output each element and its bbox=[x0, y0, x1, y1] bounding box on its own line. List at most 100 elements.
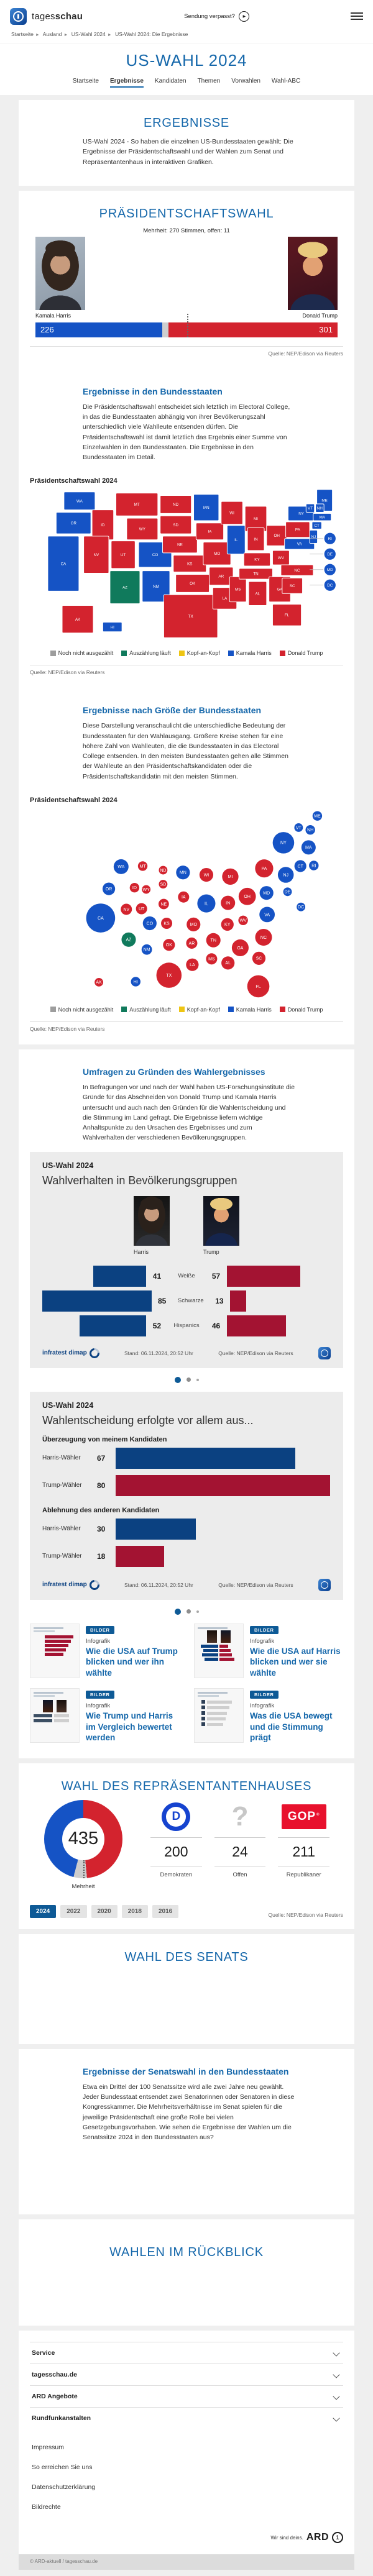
play-icon[interactable] bbox=[238, 11, 249, 22]
teaser-title[interactable]: Wie die USA auf Trump blicken und wer ih… bbox=[86, 1646, 178, 1678]
svg-text:NJ: NJ bbox=[283, 873, 288, 877]
chevron-down-icon bbox=[333, 2414, 340, 2423]
svg-text:WY: WY bbox=[143, 888, 150, 892]
teaser-kind: Infografik bbox=[86, 1702, 111, 1710]
teaser-title[interactable]: Was die USA bewegt und die Stimmung präg… bbox=[250, 1711, 333, 1743]
tab-themen[interactable]: Themen bbox=[197, 78, 221, 84]
page-title: US-WAHL 2024 bbox=[126, 51, 247, 70]
svg-text:AL: AL bbox=[256, 592, 260, 596]
footer-link-impressum[interactable]: Impressum bbox=[32, 2444, 64, 2452]
svg-text:DE: DE bbox=[285, 890, 291, 895]
svg-text:CA: CA bbox=[98, 916, 104, 921]
breadcrumb: Startseite ► Ausland ► US-Wahl 2024 ► US-Wa… bbox=[10, 27, 363, 43]
footer-accordion-rundfunkanstalten[interactable]: Rundfunkanstalten bbox=[30, 2407, 343, 2429]
tagesschau-logo[interactable]: tagesschau bbox=[10, 7, 83, 25]
majority-270-marker bbox=[186, 313, 188, 337]
carousel-dot[interactable] bbox=[186, 1609, 191, 1614]
legend-swatch-counting bbox=[121, 650, 127, 656]
candidates-row: Kamala Harris Donald Trump bbox=[35, 236, 338, 319]
reason-group-label: Überzeugung von meinem Kandidaten bbox=[42, 1435, 167, 1443]
footer-link-datenschutz[interactable]: Datenschutzerklärung bbox=[32, 2483, 96, 2492]
svg-text:LA: LA bbox=[190, 963, 195, 967]
carousel-dots[interactable] bbox=[19, 1376, 354, 1383]
democrats-label: Demokraten bbox=[160, 1871, 193, 1878]
svg-text:MN: MN bbox=[180, 871, 186, 875]
trump-ev-segment: 301 bbox=[168, 322, 338, 337]
teaser-thumbnail[interactable] bbox=[194, 1623, 244, 1678]
teaser-title[interactable]: Wie Trump und Harris im Vergleich bewert… bbox=[86, 1711, 173, 1743]
card-senat: WAHL DES SENATS bbox=[19, 1934, 354, 2044]
teaser-item[interactable]: BILDER Infografik Wie Trump und Harris i… bbox=[30, 1688, 179, 1743]
trump-ev-count: 301 bbox=[319, 324, 333, 334]
teaser-thumbnail[interactable] bbox=[30, 1688, 80, 1743]
tab-ergebnisse[interactable]: Ergebnisse bbox=[110, 78, 144, 88]
svg-text:TX: TX bbox=[166, 974, 172, 978]
teaser-item[interactable]: BILDER Infografik Wie die USA auf Trump … bbox=[30, 1623, 179, 1679]
legend-label: Kopf-an-Kopf bbox=[186, 650, 220, 657]
legend-label: Donald Trump bbox=[287, 1006, 323, 1013]
carousel-dot[interactable] bbox=[196, 1610, 199, 1613]
svg-text:PA: PA bbox=[295, 528, 301, 532]
footer-accordion-tagesschau[interactable]: tagesschau.de bbox=[30, 2364, 343, 2385]
svg-text:VA: VA bbox=[264, 913, 270, 917]
demographics-row: 52 Hispanics 46 bbox=[42, 1313, 331, 1338]
legend-label: Noch nicht ausgezählt bbox=[58, 1006, 114, 1013]
svg-text:TX: TX bbox=[188, 614, 194, 619]
donut-hole bbox=[62, 1817, 104, 1860]
open-seats: 24 bbox=[214, 1837, 266, 1866]
tab-wahl-abc[interactable]: Wahl-ABC bbox=[271, 78, 301, 84]
year-button-2024[interactable]: 2024 bbox=[30, 1904, 57, 1918]
svg-text:IA: IA bbox=[208, 530, 213, 534]
chart-title: Wahlentscheidung erfolgte vor allem aus.… bbox=[42, 1414, 254, 1427]
reason-row: Trump-Wähler 18 bbox=[42, 1543, 331, 1570]
republicans-seats: 211 bbox=[278, 1837, 330, 1866]
sendung-verpasst-link[interactable]: Sendung verpasst? bbox=[184, 11, 249, 22]
legend-swatch-trump bbox=[279, 1007, 285, 1013]
year-button-2020[interactable]: 2020 bbox=[91, 1904, 117, 1918]
footer-link-bildrechte[interactable]: Bildrechte bbox=[32, 2503, 61, 2511]
svg-text:SC: SC bbox=[256, 957, 262, 961]
teaser-title[interactable]: Wie die USA auf Harris blicken und wer s… bbox=[250, 1646, 341, 1678]
accordion-label: ARD Angebote bbox=[32, 2393, 78, 2401]
carousel-dot[interactable] bbox=[196, 1378, 199, 1381]
size-section-text: Diese Darstellung veranschaulicht die un… bbox=[83, 722, 288, 780]
footer-link-kontakt[interactable]: So erreichen Sie uns bbox=[32, 2464, 93, 2472]
carousel-dot-active[interactable] bbox=[174, 1376, 181, 1383]
us-states-bubble-map[interactable]: WA OR CA ID NV UT AZ MT WY CO NM ND SD NE KS OK TX MN IA MO… bbox=[31, 808, 342, 1000]
svg-text:DC: DC bbox=[298, 905, 304, 910]
house-seats-donut[interactable]: 435 bbox=[44, 1799, 122, 1878]
footer-links: Impressum So erreichen Sie uns Datenschu… bbox=[30, 2429, 343, 2511]
electoral-vote-bar[interactable]: 226 301 bbox=[35, 313, 338, 337]
svg-text:MD: MD bbox=[327, 568, 333, 572]
svg-text:ME: ME bbox=[314, 814, 321, 818]
carousel-dots[interactable] bbox=[19, 1608, 354, 1615]
breadcrumb-item[interactable]: Startseite bbox=[11, 31, 34, 37]
breadcrumb-item[interactable]: Ausland bbox=[42, 31, 62, 37]
page-footer: Service tagesschau.de ARD Angebote Rundf… bbox=[19, 2331, 354, 2555]
svg-text:SD: SD bbox=[160, 882, 167, 887]
svg-text:TN: TN bbox=[253, 572, 258, 577]
teaser-thumbnail[interactable] bbox=[30, 1623, 80, 1678]
reasons-bar-rows: Überzeugung von meinem Kandidaten Harris-… bbox=[42, 1436, 331, 1570]
footer-accordion-service[interactable]: Service bbox=[30, 2342, 343, 2364]
year-button-2016[interactable]: 2016 bbox=[152, 1904, 179, 1918]
carousel-dot[interactable] bbox=[186, 1377, 191, 1382]
carousel-dot-active[interactable] bbox=[174, 1608, 181, 1615]
tab-vorwahlen[interactable]: Vorwahlen bbox=[231, 78, 260, 84]
tab-startseite[interactable]: Startseite bbox=[72, 78, 99, 84]
legend-item: Auszählung läuft bbox=[121, 1007, 171, 1013]
year-button-2022[interactable]: 2022 bbox=[60, 1904, 87, 1918]
teaser-item[interactable]: BILDER Infografik Was die USA bewegt und… bbox=[194, 1688, 343, 1743]
us-states-result-map[interactable]: WA OR CA ID NV UT AZ MT WY CO NM ND SD NE KS OK TX MN IA MO… bbox=[31, 488, 342, 644]
breadcrumb-item[interactable]: US-Wahl 2024 bbox=[71, 31, 106, 37]
reason-group-label: Ablehnung des anderen Kandidaten bbox=[42, 1506, 160, 1514]
tab-kandidaten[interactable]: Kandidaten bbox=[154, 78, 186, 84]
svg-text:VT: VT bbox=[296, 826, 302, 830]
footer-accordion-ard-angebote[interactable]: ARD Angebote bbox=[30, 2385, 343, 2407]
hamburger-menu-icon[interactable] bbox=[351, 11, 363, 22]
teaser-thumbnail[interactable] bbox=[194, 1688, 244, 1743]
chart-stand: Stand: 06.11.2024, 20:52 Uhr bbox=[124, 1350, 193, 1356]
legend-item: Kamala Harris bbox=[228, 1007, 272, 1013]
year-button-2018[interactable]: 2018 bbox=[121, 1904, 148, 1918]
teaser-item[interactable]: BILDER Infografik Wie die USA auf Harris… bbox=[194, 1623, 343, 1679]
